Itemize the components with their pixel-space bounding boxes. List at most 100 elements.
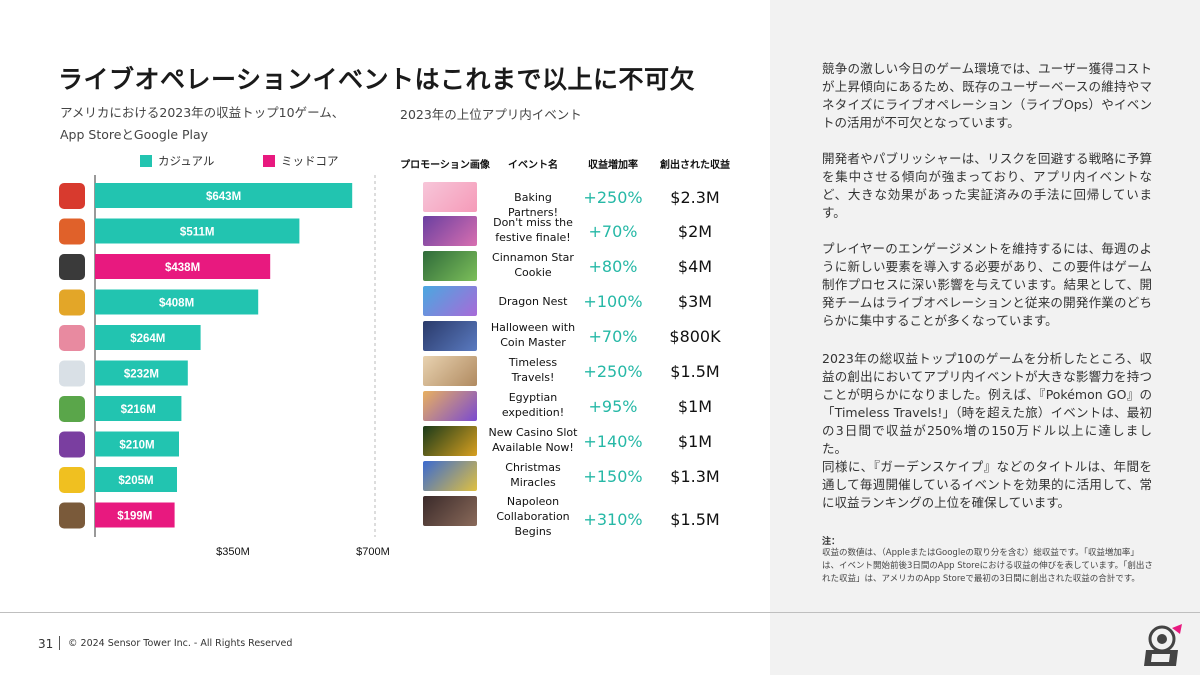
legend-casual: カジュアル — [140, 153, 214, 169]
event-name-line1: Baking Partners! — [507, 191, 559, 219]
event-promo-image — [423, 426, 477, 456]
event-growth: +250% — [583, 362, 643, 381]
event-growth: +310% — [583, 510, 643, 529]
bar-label-1: $643M — [206, 191, 241, 203]
event-name: Christmas Miracles — [488, 460, 578, 490]
bar-label-2: $511M — [180, 227, 215, 239]
game-icon-1 — [59, 183, 85, 209]
x-tick-label-2: $700M — [356, 546, 390, 558]
event-row: Christmas Miracles +150% $1.3M — [420, 459, 740, 493]
table-header-promo-image: プロモーション画像 — [400, 160, 490, 171]
page-number: 31 — [38, 637, 54, 651]
page-number-separator — [59, 636, 60, 650]
event-promo-image — [423, 461, 477, 491]
event-name-line1: Halloween with — [490, 321, 576, 334]
event-growth: +150% — [583, 467, 643, 486]
event-growth: +80% — [588, 257, 638, 276]
event-name: Halloween with Coin Master — [488, 320, 578, 350]
game-icon-7 — [59, 396, 85, 422]
event-row: Napoleon Collaboration Begins +310% $1.5M — [420, 494, 740, 538]
event-revenue: $3M — [677, 292, 713, 311]
event-growth: +70% — [588, 222, 638, 241]
event-promo-image — [423, 216, 477, 246]
event-name-line1: New Casino Slot — [488, 426, 578, 439]
event-name-line1: Dragon Nest — [498, 295, 568, 308]
event-growth: +250% — [583, 188, 643, 207]
event-name-line1: Christmas — [505, 461, 561, 474]
table-header-revenue: 創出された収益 — [660, 160, 730, 171]
bar-6 — [95, 360, 188, 386]
event-growth: +100% — [583, 292, 643, 311]
legend-casual-swatch — [140, 155, 152, 167]
legend-casual-label: カジュアル — [158, 154, 215, 168]
game-icon-3 — [59, 254, 85, 280]
event-revenue: $4M — [677, 257, 713, 276]
event-growth: +140% — [583, 432, 643, 451]
commentary-paragraph-2: 開発者やパブリッシャーは、リスクを回避する戦略に予算を集中させる傾向が強まってお… — [822, 151, 1152, 220]
event-name-line1: Don't miss the — [493, 216, 573, 229]
event-revenue: $1M — [677, 432, 713, 451]
bar-5 — [95, 325, 201, 350]
event-promo-image — [423, 391, 477, 421]
event-name-line1: Cinnamon Star — [492, 251, 574, 264]
bar-1 — [95, 183, 353, 208]
event-name-line2: Coin Master — [500, 336, 566, 349]
commentary-paragraph-1: 競争の激しい今日のゲーム環境では、ユーザー獲得コストが上昇傾向にあるため、既存の… — [822, 61, 1152, 130]
bar-4 — [95, 289, 259, 315]
event-row: Halloween with Coin Master +70% $800K — [420, 319, 740, 353]
bar-label-8: $210M — [119, 440, 154, 452]
table-header-growth: 収益増加率 — [588, 160, 638, 171]
footer-divider — [0, 612, 1200, 613]
event-name-line2: Travels! — [511, 371, 555, 384]
event-revenue: $1.3M — [670, 467, 720, 486]
event-name-line1: Napoleon — [506, 495, 560, 508]
game-icon-10 — [59, 502, 85, 529]
event-revenue: $800K — [669, 327, 721, 346]
game-icon-8 — [59, 431, 85, 458]
event-promo-image — [423, 286, 477, 316]
event-row: Baking Partners! +250% $2.3M — [420, 180, 740, 219]
bar-10 — [95, 502, 175, 528]
bar-label-4: $408M — [159, 298, 194, 310]
event-row: Egyptian expedition! +95% $1M — [420, 389, 740, 423]
event-promo-image — [423, 356, 477, 386]
brand-logo-icon — [1144, 624, 1182, 666]
table-header-event-name: イベント名 — [508, 160, 558, 171]
event-row: New Casino Slot Available Now! +140% $1M — [420, 424, 740, 458]
copyright-text: © 2024 Sensor Tower Inc. - All Rights Re… — [68, 638, 293, 649]
note-text: 収益の数値は、（AppleまたはGoogleの取り分を含む）総収益です。「収益増… — [822, 548, 1153, 584]
event-growth: +95% — [588, 397, 638, 416]
event-row: Don't miss the festive finale! +70% $2M — [420, 214, 740, 248]
bar-7 — [95, 396, 182, 421]
commentary-paragraph-4: 2023年の総収益トップ10のゲームを分析したところ、収益の創出においてアプリ内… — [822, 351, 1152, 456]
revenue-bar-chart: $643M $511M $438M $408M $264M $232M $216M $210M… — [59, 175, 390, 558]
x-tick-label-1: $350M — [216, 546, 250, 558]
chart-subtitle: アメリカにおける2023年の収益トップ10ゲーム、 App StoreとGoog… — [60, 102, 360, 146]
legend-midcore-label: ミッドコア — [281, 154, 339, 168]
event-row: Cinnamon Star Cookie +80% $4M — [420, 249, 740, 283]
note-title: 注： — [822, 537, 841, 547]
event-revenue: $2M — [677, 222, 713, 241]
bar-label-3: $438M — [165, 262, 200, 274]
event-promo-image — [423, 321, 477, 351]
event-name: Baking Partners! — [488, 190, 578, 220]
chart-subtitle-line1: アメリカにおける2023年の収益トップ10ゲーム、 — [60, 105, 345, 120]
bar-label-6: $232M — [124, 369, 159, 381]
game-icon-9 — [59, 467, 85, 493]
bar-label-9: $205M — [118, 475, 153, 487]
event-name: Don't miss the festive finale! — [488, 215, 578, 245]
table-subtitle: 2023年の上位アプリ内イベント — [400, 107, 582, 122]
event-name-line2: Miracles — [510, 476, 556, 489]
bar-2 — [95, 218, 300, 244]
event-name: Dragon Nest — [488, 294, 578, 309]
game-icon-6 — [59, 360, 85, 387]
event-promo-image — [423, 251, 477, 281]
event-revenue: $1M — [677, 397, 713, 416]
chart-subtitle-line2: App StoreとGoogle Play — [60, 127, 209, 142]
commentary-paragraph-5: 同様に、『ガーデンスケイプ』などのタイトルは、年間を通して毎週開催しているイベン… — [822, 459, 1152, 510]
event-revenue: $1.5M — [670, 510, 720, 529]
game-icon-5 — [59, 325, 85, 351]
bar-label-7: $216M — [121, 404, 156, 416]
event-name: Egyptian expedition! — [488, 390, 578, 420]
event-name-line1: Egyptian — [508, 391, 558, 404]
